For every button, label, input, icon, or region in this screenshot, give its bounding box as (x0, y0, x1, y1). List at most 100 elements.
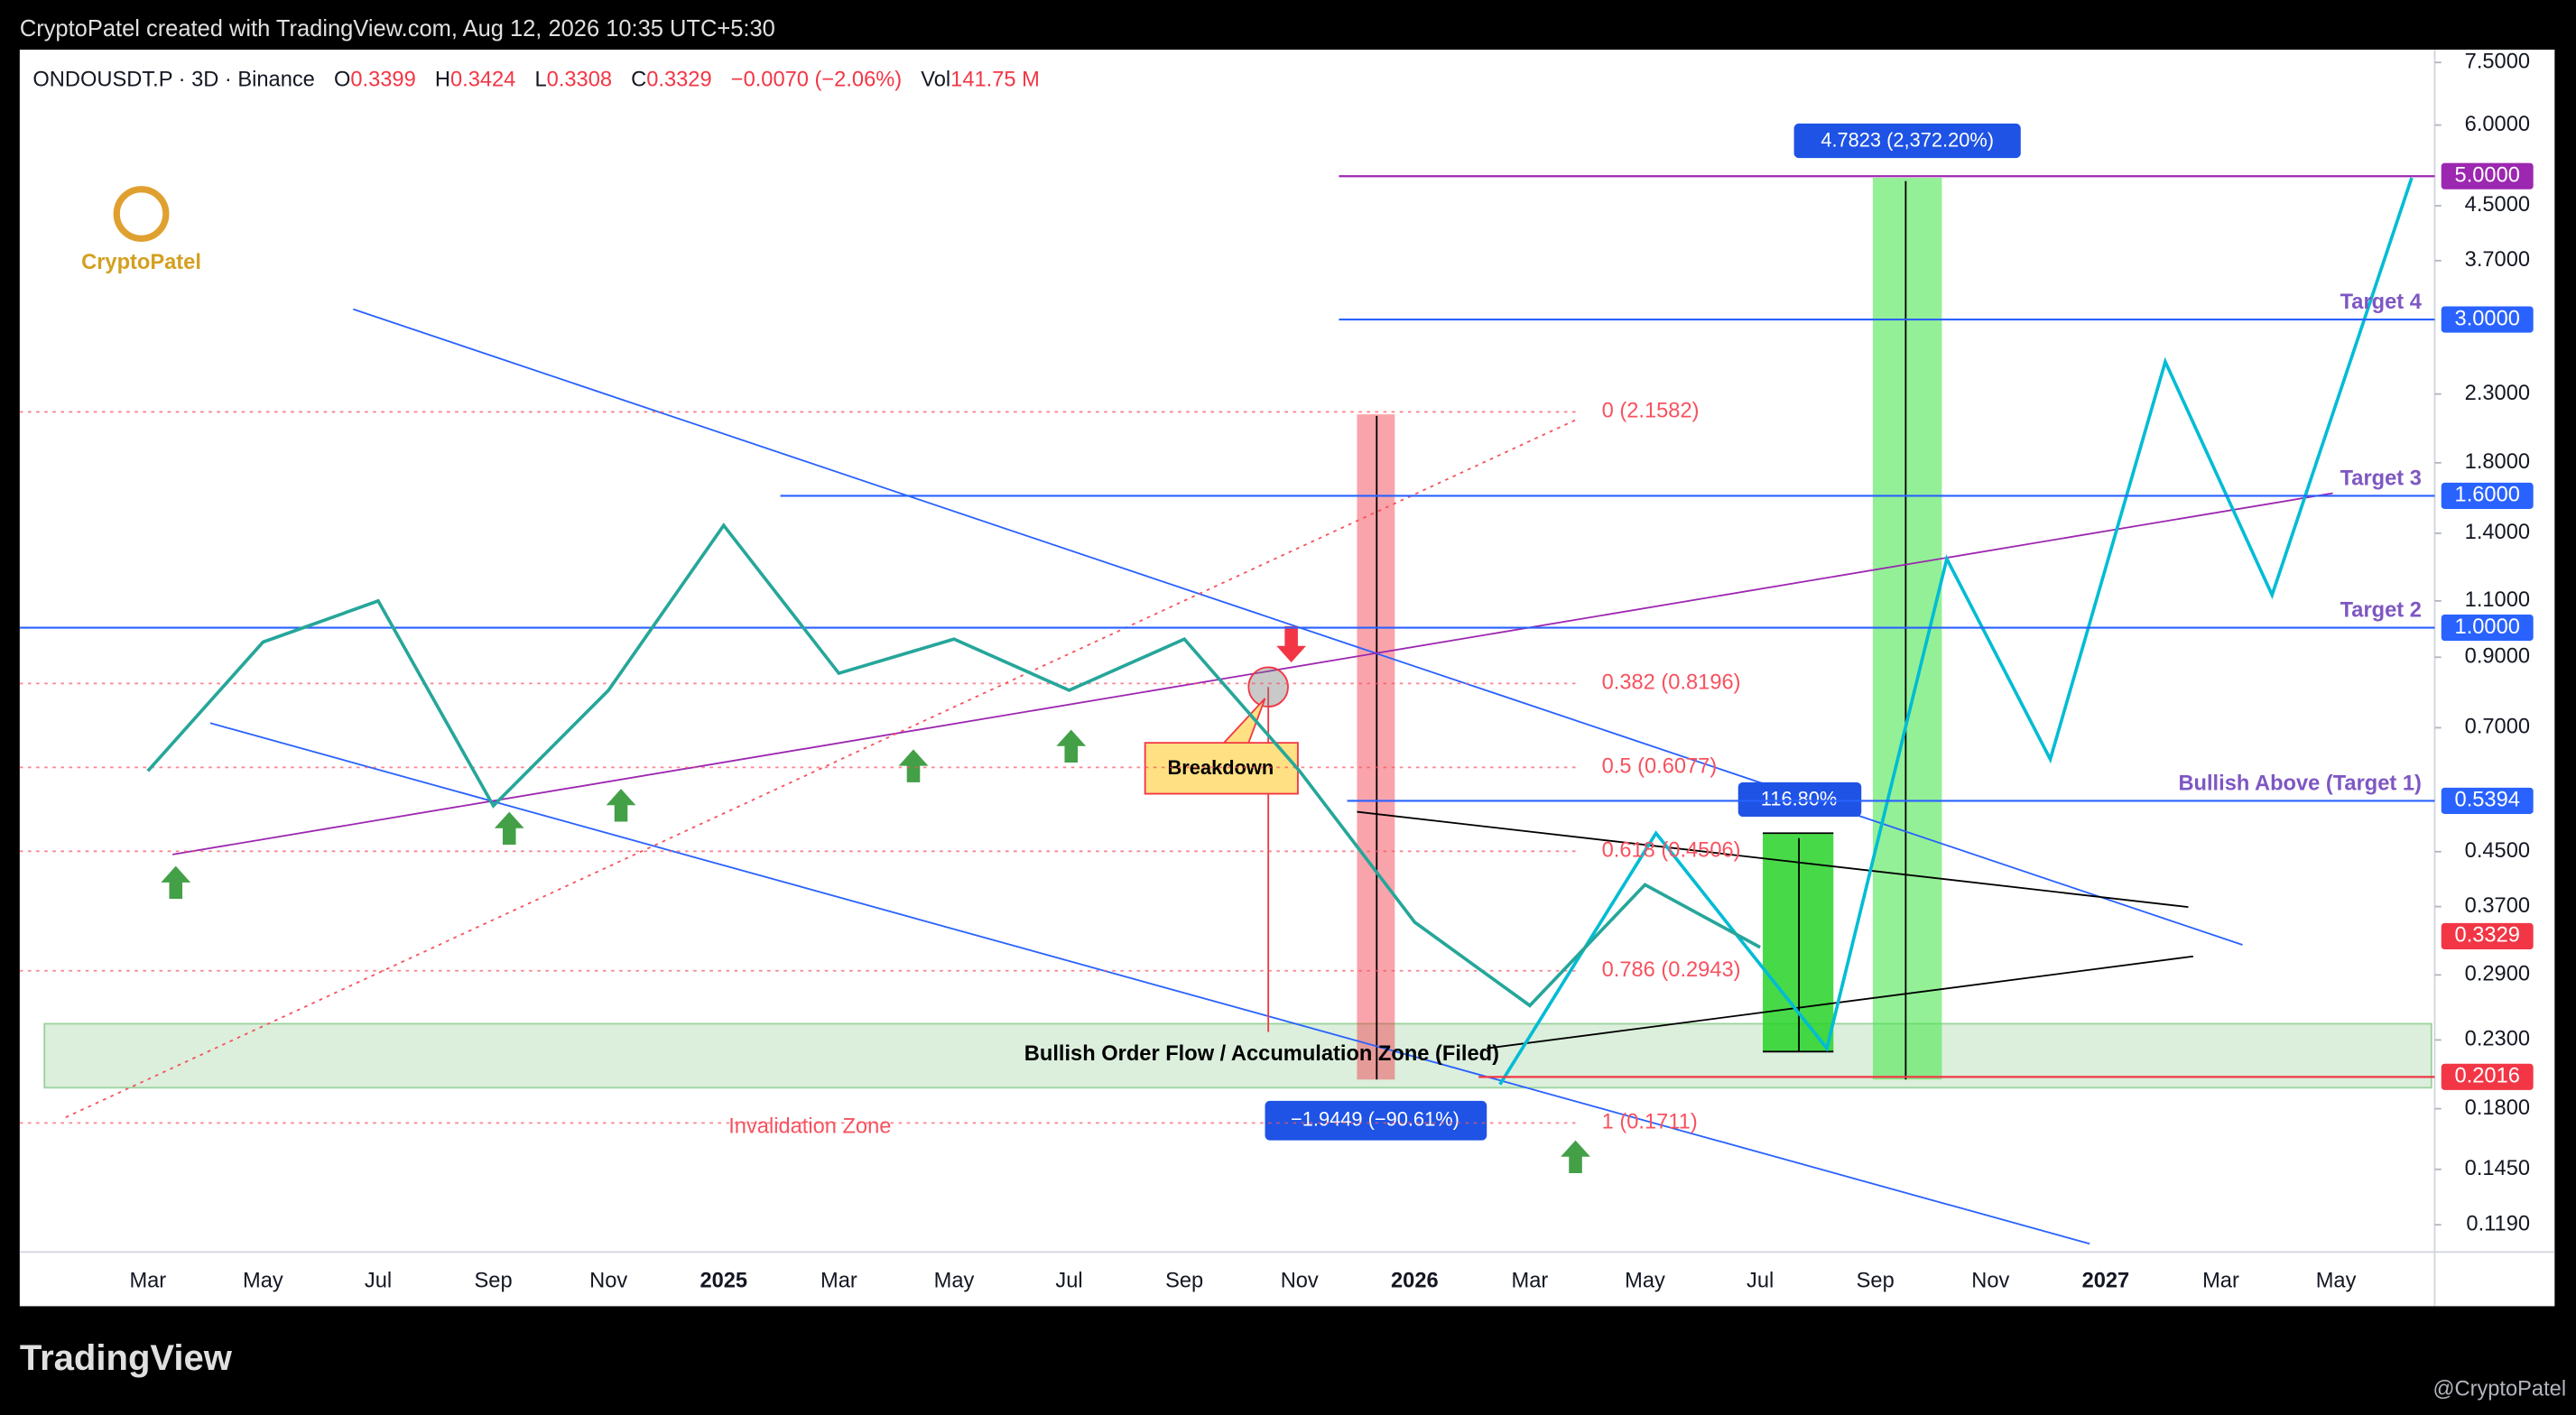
measure-box (1737, 781, 1862, 818)
up-arrow (606, 789, 636, 822)
value: 0.3424 (450, 69, 515, 92)
x-tick-label: Mar (820, 1269, 857, 1292)
y-tick-label: 1.1000 (2465, 588, 2530, 612)
fib-label: 0.618 (0.4506) (1602, 839, 1741, 863)
measure-box (1265, 1100, 1487, 1141)
value: 0.3308 (547, 69, 612, 92)
chart-area (19, 50, 2555, 1307)
fib-trend (65, 418, 1578, 1118)
level-label: 0.3329 (2455, 924, 2520, 948)
x-tick-label: Sep (1165, 1269, 1203, 1292)
x-tick-label: 2025 (700, 1269, 747, 1292)
change: −0.0070 (−2.06%) (731, 69, 902, 92)
y-tick-label: 3.7000 (2465, 248, 2530, 272)
level-label: 1.6000 (2455, 484, 2520, 507)
x-tick-label: Jul (1055, 1269, 1082, 1292)
triangle-line (1357, 810, 2189, 909)
logo: CryptoPatel (81, 251, 201, 274)
y-tick-label: 0.2300 (2465, 1028, 2530, 1051)
y-tick-label: 0.1190 (2466, 1212, 2530, 1235)
y-tick-label: 1.8000 (2465, 450, 2530, 474)
y-tick-label: 0.1450 (2465, 1157, 2530, 1180)
label: H (435, 69, 450, 92)
fib-label: 1 (0.1711) (1602, 1111, 1698, 1134)
fib-label: 0.382 (0.8196) (1602, 671, 1741, 695)
x-tick-label: May (243, 1269, 283, 1292)
down-arrow (1276, 625, 1307, 662)
level-tag (2441, 787, 2534, 814)
footer-credit: @CryptoPatel (2432, 1378, 2566, 1401)
x-tick-label: Jul (1747, 1269, 1774, 1292)
up-arrow (161, 865, 191, 900)
fib-label: 0.5 (0.6077) (1602, 755, 1718, 779)
x-tick-label: Mar (129, 1269, 166, 1292)
x-tick-label: Nov (1971, 1269, 2009, 1292)
invalidation-label: Invalidation Zone (728, 1114, 891, 1138)
x-tick-label: May (2316, 1269, 2357, 1292)
triangle-line (1487, 955, 2194, 1050)
target-label: Bullish Above (Target 1) (2178, 772, 2421, 795)
level-tag (2441, 1063, 2534, 1090)
level-tag (2441, 306, 2534, 333)
label: Vol (921, 69, 950, 92)
y-tick-label: 0.9000 (2465, 645, 2530, 669)
y-tick-label: 0.1800 (2465, 1096, 2530, 1120)
level-tag (2441, 482, 2534, 510)
symbol: ONDOUSDT.P · 3D · Binance (32, 69, 314, 92)
x-tick-label: Sep (1857, 1269, 1895, 1292)
target-label: Target 2 (2340, 599, 2422, 623)
y-tick-label: 0.7000 (2465, 716, 2530, 739)
x-tick-label: Jul (365, 1269, 392, 1292)
footer-brand: TradingView (20, 1338, 233, 1378)
plot: Breakdown Bullish Order Flow / Accumulat… (19, 123, 2435, 1245)
up-measure: 4.7823 (2,372.20%) (1821, 129, 1994, 152)
x-tick-label: 2026 (1391, 1269, 1439, 1292)
level-label: 3.0000 (2455, 307, 2520, 330)
label: O (334, 69, 350, 92)
zone-label: Bullish Order Flow / Accumulation Zone (… (1024, 1042, 1499, 1066)
measure-box (1793, 123, 2021, 159)
x-tick-label: 2027 (2082, 1269, 2130, 1292)
level-label: 0.2016 (2455, 1065, 2520, 1088)
header: CryptoPatel created with TradingView.com… (20, 16, 775, 42)
x-tick-label: Nov (1281, 1269, 1319, 1292)
level-tag (2441, 922, 2534, 950)
y-tick-label: 6.0000 (2465, 113, 2530, 136)
y-tick-label: 0.3700 (2465, 894, 2530, 918)
target-label: Target 3 (2340, 467, 2422, 490)
breakdown-circle (1247, 666, 1289, 708)
fib-label: 0.786 (0.2943) (1602, 958, 1741, 982)
y-tick-label: 0.2900 (2465, 963, 2530, 986)
up-arrow (1561, 1140, 1590, 1174)
fib-label: 0 (2.1582) (1602, 400, 1700, 423)
level-label: 0.5394 (2455, 789, 2520, 812)
price-line (146, 523, 1761, 1008)
x-tick-label: May (1625, 1269, 1665, 1292)
y-tick-label: 4.5000 (2465, 193, 2530, 217)
target-label: Target 4 (2340, 291, 2423, 314)
legend: ONDOUSDT.P · 3D · Binance O0.3399 H0.342… (32, 69, 1039, 92)
y-tick-label: 1.4000 (2465, 521, 2530, 544)
logo-icon (113, 186, 170, 242)
value: 0.3399 (350, 69, 415, 92)
up-arrow (898, 749, 929, 782)
level-label: 5.0000 (2455, 163, 2520, 187)
level-tag (2441, 162, 2534, 190)
up-arrows (161, 729, 1590, 1174)
label: L (534, 69, 546, 92)
x-tick-label: May (934, 1269, 975, 1292)
value: 141.75 M (950, 69, 1040, 92)
y-tick-label: 2.3000 (2465, 382, 2530, 405)
mid-measure: 116.80% (1761, 788, 1838, 810)
y-tick-label: 0.4500 (2465, 839, 2530, 863)
level-tag (2441, 614, 2534, 642)
down-measure: −1.9449 (−90.61%) (1291, 1108, 1459, 1131)
label: C (631, 69, 646, 92)
value: 0.3329 (646, 69, 711, 92)
level-label: 1.0000 (2455, 615, 2520, 639)
x-tick-label: Mar (2202, 1269, 2239, 1292)
x-tick-label: Sep (475, 1269, 513, 1292)
y-tick-label: 7.5000 (2465, 50, 2530, 73)
